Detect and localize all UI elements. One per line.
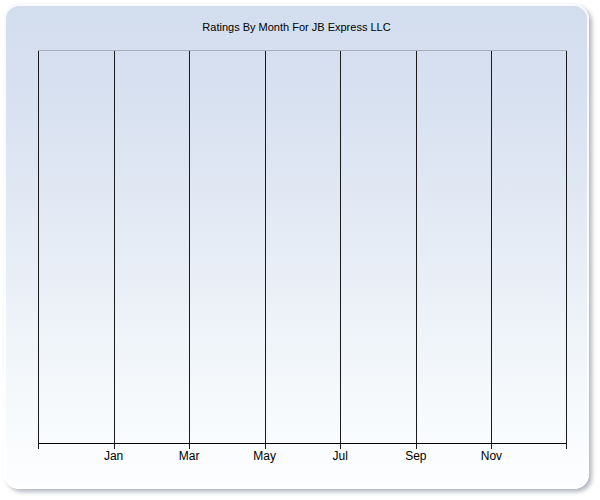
chart-panel: Ratings By Month For JB Express LLC Jan …	[4, 4, 589, 489]
chart-title: Ratings By Month For JB Express LLC	[4, 20, 589, 34]
x-tick-label: May	[253, 449, 276, 463]
gridline	[340, 51, 341, 449]
x-tick-label: Jan	[104, 449, 123, 463]
gridline	[114, 51, 115, 449]
x-tick-label: Jul	[333, 449, 348, 463]
gridline	[38, 51, 39, 449]
gridline	[491, 51, 492, 449]
x-tick-label: Nov	[481, 449, 502, 463]
plot-area: Jan Mar May Jul Sep Nov	[38, 50, 567, 444]
gridline	[265, 51, 266, 449]
gridline	[566, 51, 567, 449]
x-tick-label: Sep	[405, 449, 426, 463]
gridline	[416, 51, 417, 449]
x-tick-label: Mar	[179, 449, 200, 463]
gridline	[189, 51, 190, 449]
